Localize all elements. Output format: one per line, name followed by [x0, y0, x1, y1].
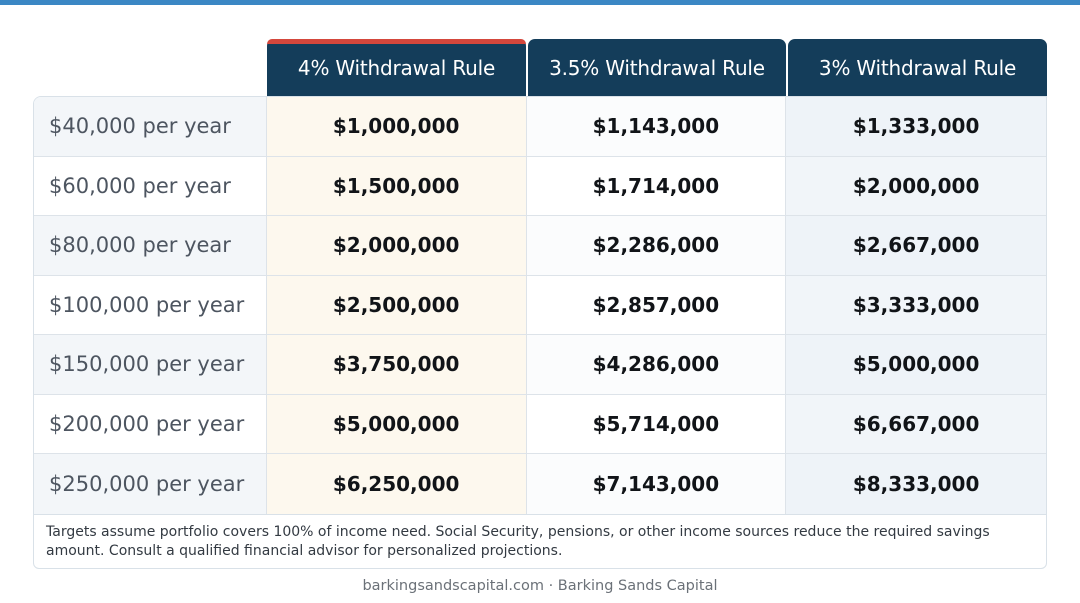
savings-target-table: $40,000 per year $1,000,000 $1,143,000 $…: [33, 96, 1047, 514]
highlight-accent-bar: [267, 39, 526, 44]
row-label: $100,000 per year: [34, 275, 267, 334]
cell-3-percent: $1,333,000: [786, 97, 1046, 156]
table-row: $150,000 per year $3,750,000 $4,286,000 …: [34, 335, 1046, 395]
table-row: $200,000 per year $5,000,000 $5,714,000 …: [34, 394, 1046, 454]
cell-3-5-percent: $7,143,000: [526, 454, 787, 514]
cell-3-percent: $8,333,000: [786, 454, 1046, 514]
cell-4-percent: $1,500,000: [266, 156, 527, 215]
cell-4-percent: $2,500,000: [266, 275, 527, 334]
table-row: $40,000 per year $1,000,000 $1,143,000 $…: [34, 97, 1046, 157]
cell-3-5-percent: $5,714,000: [526, 394, 787, 453]
cell-4-percent: $5,000,000: [266, 394, 527, 453]
row-label: $40,000 per year: [34, 97, 267, 156]
row-label: $250,000 per year: [34, 454, 267, 514]
footer-credit: barkingsandscapital.com · Barking Sands …: [362, 578, 718, 594]
top-accent-bar: [0, 0, 1080, 5]
cell-4-percent: $3,750,000: [266, 335, 527, 394]
table-row: $80,000 per year $2,000,000 $2,286,000 $…: [34, 216, 1046, 276]
cell-3-5-percent: $4,286,000: [526, 335, 787, 394]
cell-3-percent: $6,667,000: [786, 394, 1046, 453]
row-label: $200,000 per year: [34, 394, 267, 453]
row-label: $150,000 per year: [34, 335, 267, 394]
disclaimer-note: Targets assume portfolio covers 100% of …: [33, 514, 1047, 569]
table-row: $100,000 per year $2,500,000 $2,857,000 …: [34, 275, 1046, 335]
column-header-3-percent: 3% Withdrawal Rule: [788, 39, 1047, 96]
row-label: $60,000 per year: [34, 156, 267, 215]
table-row: $60,000 per year $1,500,000 $1,714,000 $…: [34, 156, 1046, 216]
column-header-3-5-percent: 3.5% Withdrawal Rule: [528, 39, 786, 96]
cell-3-percent: $3,333,000: [786, 275, 1046, 334]
cell-3-5-percent: $1,143,000: [526, 97, 787, 156]
cell-3-percent: $2,000,000: [786, 156, 1046, 215]
table-row: $250,000 per year $6,250,000 $7,143,000 …: [34, 454, 1046, 514]
cell-3-5-percent: $2,857,000: [526, 275, 787, 334]
column-header-4-percent: 4% Withdrawal Rule: [267, 39, 526, 96]
cell-3-percent: $2,667,000: [786, 216, 1046, 275]
cell-3-5-percent: $1,714,000: [526, 156, 787, 215]
cell-3-percent: $5,000,000: [786, 335, 1046, 394]
cell-4-percent: $2,000,000: [266, 216, 527, 275]
cell-4-percent: $1,000,000: [266, 97, 527, 156]
cell-4-percent: $6,250,000: [266, 454, 527, 514]
row-label: $80,000 per year: [34, 216, 267, 275]
cell-3-5-percent: $2,286,000: [526, 216, 787, 275]
